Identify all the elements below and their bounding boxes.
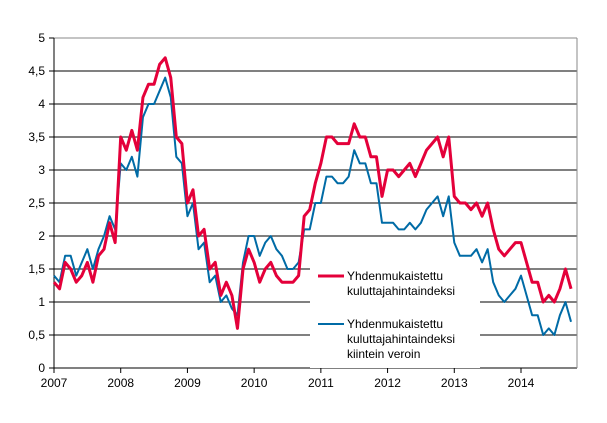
x-tick-label: 2008 <box>107 376 134 390</box>
series-line <box>52 56 573 330</box>
y-tick-label: 0 <box>38 361 45 375</box>
legend: YhdenmukaistettukuluttajahintaindeksiYhd… <box>310 268 480 368</box>
legend-label: Yhdenmukaistettu <box>347 317 443 331</box>
y-tick-label: 2,5 <box>28 196 45 210</box>
x-tick-label: 2013 <box>441 376 468 390</box>
x-tick-label: 2014 <box>508 376 535 390</box>
legend-label: kuluttajahintaindeksi <box>347 332 455 346</box>
y-tick-label: 4,5 <box>28 64 45 78</box>
x-tick-label: 2012 <box>374 376 401 390</box>
y-tick-label: 4 <box>38 97 45 111</box>
y-tick-label: 3,5 <box>28 130 45 144</box>
y-tick-label: 0,5 <box>28 328 45 342</box>
x-tick-label: 2010 <box>241 376 268 390</box>
y-tick-label: 1 <box>38 295 45 309</box>
x-tick-label: 2011 <box>308 376 334 390</box>
series-line <box>53 76 572 336</box>
y-tick-label: 5 <box>38 31 45 45</box>
y-tick-label: 1,5 <box>28 262 45 276</box>
y-tick-label: 2 <box>38 229 45 243</box>
legend-background <box>310 268 480 368</box>
x-tick-label: 2009 <box>174 376 201 390</box>
y-tick-label: 3 <box>38 163 45 177</box>
x-tick-label: 2007 <box>41 376 68 390</box>
legend-label: Yhdenmukaistettu <box>347 269 443 283</box>
legend-label: kiintein veroin <box>347 347 420 361</box>
legend-label: kuluttajahintaindeksi <box>347 284 455 298</box>
